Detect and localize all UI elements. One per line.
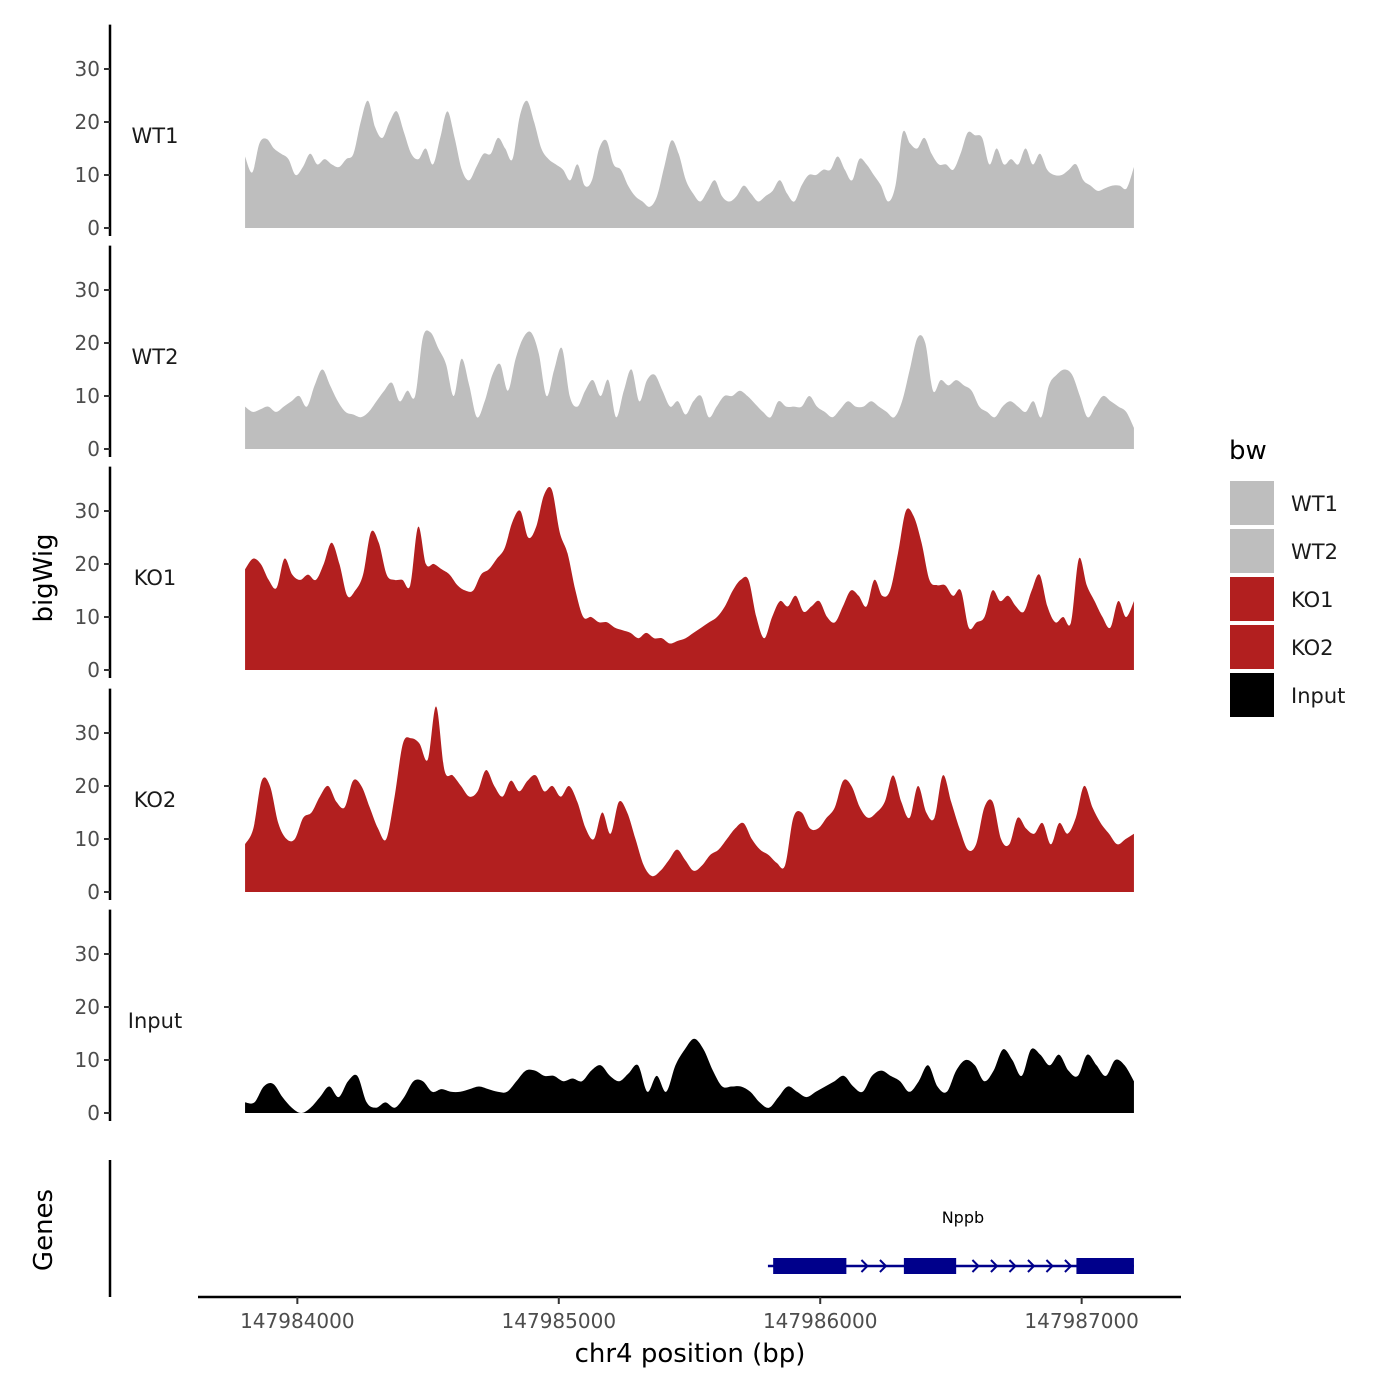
track-wt2: 0 10 20 30 WT2 — [75, 245, 1134, 461]
x-axis: 147984000 147985000 147986000 147987000 — [198, 1295, 1181, 1333]
signal-area-wt1 — [245, 100, 1134, 228]
gene-label: Nppb — [942, 1208, 984, 1227]
y-tick-label: 10 — [75, 827, 100, 851]
legend-item-wt2: WT2 — [1228, 527, 1338, 575]
x-tick-label: 147987000 — [1024, 1309, 1139, 1333]
strand-arrow — [879, 1259, 888, 1273]
signal-area-ko1 — [245, 487, 1134, 670]
gene-exon — [903, 1258, 957, 1274]
x-tick-label: 147984000 — [240, 1309, 355, 1333]
y-tick-label: 30 — [75, 721, 100, 745]
genes-track: Nppb — [108, 1160, 1134, 1297]
legend-item-ko2: KO2 — [1228, 623, 1334, 671]
legend-label: KO2 — [1291, 636, 1334, 660]
strand-arrow — [990, 1259, 999, 1273]
strand-arrow — [1064, 1259, 1073, 1273]
legend-swatch — [1228, 671, 1276, 719]
y-tick-label: 30 — [75, 57, 100, 81]
tracks-layer: 0 10 20 30 WT1 0 10 20 30 WT2 0 10 20 30 KO1 0 10 20 30 KO2… — [75, 24, 1134, 1125]
legend-swatch — [1228, 623, 1276, 671]
track-label: Input — [128, 1009, 182, 1033]
strand-arrow — [1027, 1259, 1036, 1273]
track-input: 0 10 20 30 Input — [75, 909, 1134, 1125]
signal-area-wt2 — [245, 330, 1134, 449]
strand-arrow — [971, 1259, 980, 1273]
legend-swatch — [1228, 479, 1276, 527]
y-tick-label: 30 — [75, 499, 100, 523]
y-tick-label: 20 — [75, 552, 100, 576]
track-ko1: 0 10 20 30 KO1 — [75, 466, 1134, 682]
track-label: KO1 — [134, 566, 177, 590]
y-tick-label: 0 — [87, 880, 100, 904]
signal-area-input — [245, 1038, 1134, 1113]
x-tick-label: 147986000 — [763, 1309, 878, 1333]
y-tick-label: 20 — [75, 331, 100, 355]
track-ko2: 0 10 20 30 KO2 — [75, 688, 1134, 904]
gene-exon — [1076, 1258, 1134, 1274]
x-axis-title: chr4 position (bp) — [575, 1339, 806, 1369]
track-label: WT2 — [132, 345, 179, 369]
legend-label: KO1 — [1291, 588, 1334, 612]
strand-arrow — [1008, 1259, 1017, 1273]
y-tick-label: 0 — [87, 216, 100, 240]
y-tick-label: 20 — [75, 110, 100, 134]
signal-area-ko2 — [245, 706, 1134, 892]
gene-nppb: Nppb — [767, 1208, 1134, 1274]
strand-arrow — [860, 1259, 869, 1273]
track-label: KO2 — [134, 788, 177, 812]
track-wt1: 0 10 20 30 WT1 — [75, 24, 1134, 240]
y-tick-label: 0 — [87, 1101, 100, 1125]
legend-item-ko1: KO1 — [1228, 575, 1334, 623]
track-label: WT1 — [132, 124, 179, 148]
y-tick-label: 10 — [75, 1048, 100, 1072]
y-tick-label: 0 — [87, 437, 100, 461]
y-tick-label: 30 — [75, 942, 100, 966]
legend-label: WT1 — [1291, 492, 1338, 516]
legend: bw WT1 WT2 KO1 KO2 Input — [1228, 436, 1345, 719]
y-tick-label: 10 — [75, 163, 100, 187]
y-tick-label: 20 — [75, 995, 100, 1019]
x-tick-label: 147985000 — [502, 1309, 617, 1333]
legend-swatch — [1228, 575, 1276, 623]
y-tick-label: 10 — [75, 605, 100, 629]
genes-axis-title: Genes — [29, 1189, 59, 1271]
legend-title: bw — [1229, 436, 1267, 466]
strand-arrow — [1045, 1259, 1054, 1273]
y-tick-label: 30 — [75, 278, 100, 302]
legend-item-input: Input — [1228, 671, 1345, 719]
legend-label: Input — [1291, 684, 1345, 708]
y-axis-title: bigWig — [29, 533, 59, 622]
legend-label: WT2 — [1291, 540, 1338, 564]
y-tick-label: 0 — [87, 658, 100, 682]
legend-swatch — [1228, 527, 1276, 575]
y-tick-label: 20 — [75, 774, 100, 798]
y-tick-label: 10 — [75, 384, 100, 408]
gene-exon — [773, 1258, 847, 1274]
legend-item-wt1: WT1 — [1228, 479, 1338, 527]
